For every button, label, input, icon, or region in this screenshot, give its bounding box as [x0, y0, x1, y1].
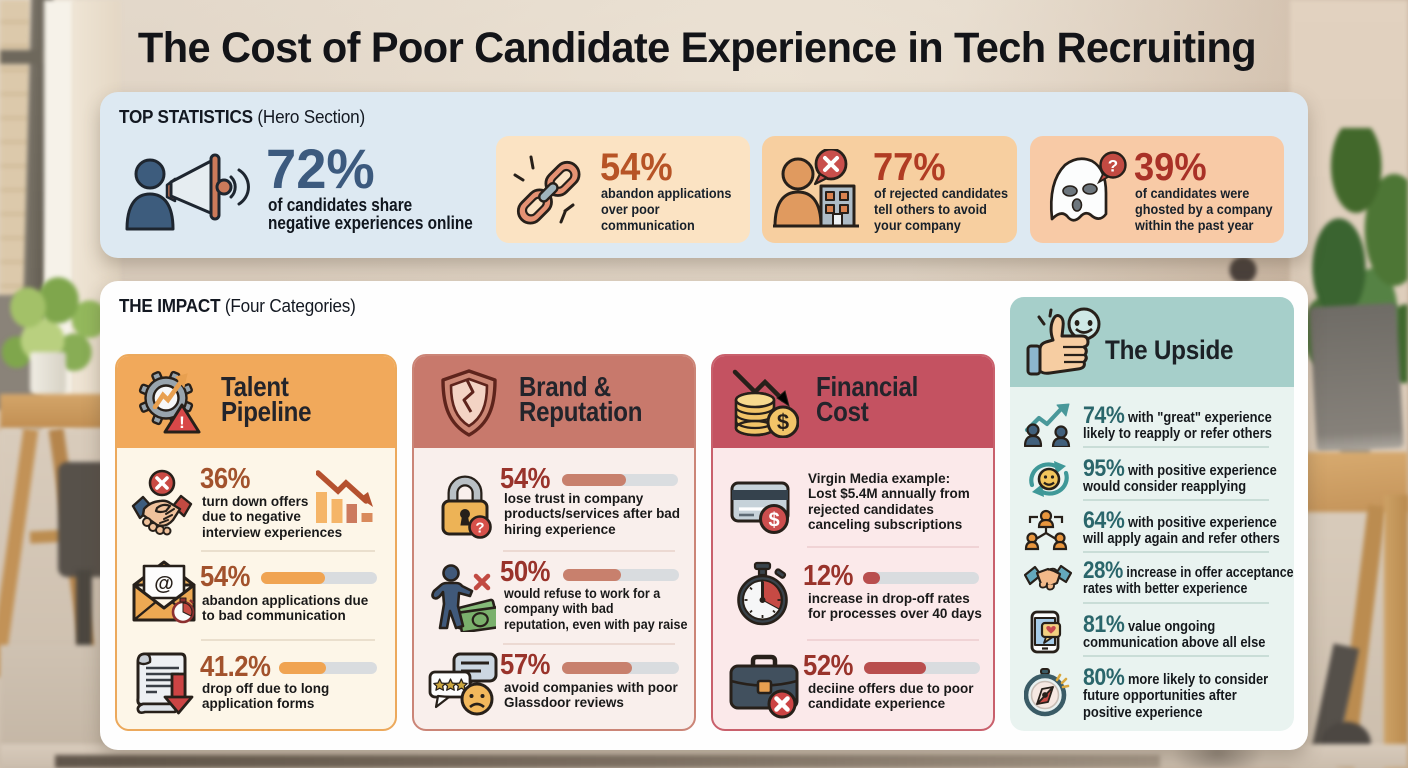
- svg-text:@: @: [154, 573, 174, 595]
- svg-text:$: $: [777, 410, 789, 435]
- svg-text:?: ?: [1108, 157, 1118, 176]
- svg-text:?: ?: [475, 520, 484, 537]
- svg-text:!: !: [179, 413, 185, 432]
- svg-text:$: $: [768, 510, 779, 532]
